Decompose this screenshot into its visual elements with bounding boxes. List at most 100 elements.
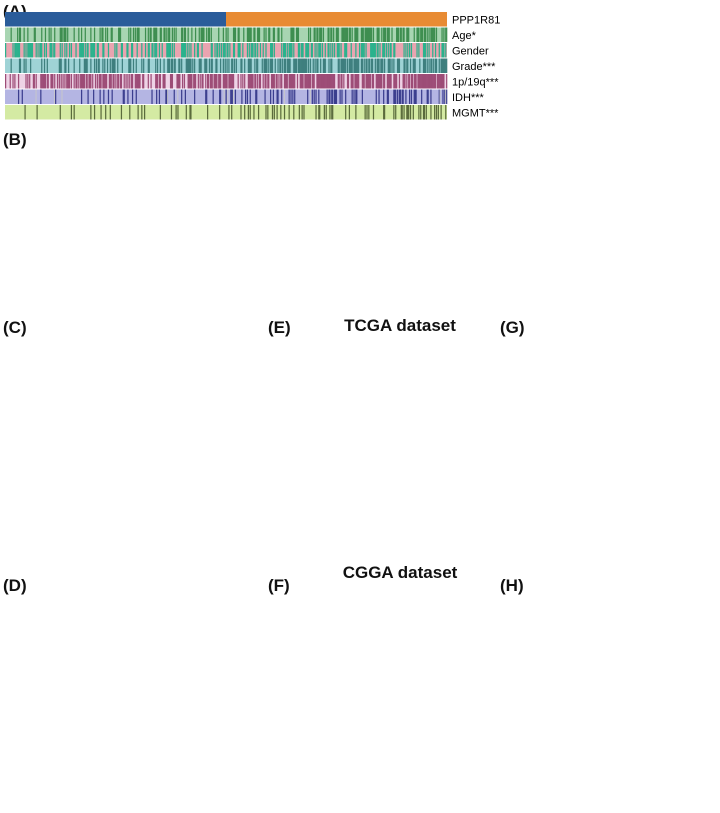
- heatmap-cell: [27, 43, 29, 58]
- heatmap-cell: [159, 105, 161, 120]
- heatmap-cell: [104, 74, 106, 89]
- heatmap-cell: [17, 27, 19, 42]
- heatmap-cell: [409, 43, 411, 58]
- heatmap-cell: [368, 105, 370, 120]
- heatmap-cell: [228, 58, 230, 73]
- heatmap-cell: [265, 74, 267, 89]
- heatmap-cell: [101, 27, 103, 42]
- heatmap-cell: [99, 27, 101, 42]
- heatmap-cell: [96, 74, 98, 89]
- heatmap-cell: [365, 58, 367, 73]
- heatmap-cell: [59, 27, 61, 42]
- heatmap-cell: [168, 27, 170, 42]
- heatmap-cell: [398, 89, 401, 104]
- heatmap-cell: [371, 27, 373, 42]
- heatmap-cell-unknown: [167, 89, 169, 104]
- heatmap-cell: [358, 74, 360, 89]
- heatmap-cell: [255, 74, 257, 89]
- heatmap-cell: [293, 58, 295, 73]
- heatmap-cell: [386, 74, 388, 89]
- heatmap-cell: [216, 43, 218, 58]
- heatmap-cell: [409, 105, 412, 120]
- heatmap-cell: [402, 27, 404, 42]
- heatmap-cell: [171, 74, 174, 89]
- heatmap-cell: [45, 43, 47, 58]
- heatmap-cell: [370, 74, 372, 89]
- heatmap-cell: [194, 89, 196, 104]
- heatmap-cell: [219, 89, 222, 104]
- heatmap-cell: [283, 74, 286, 89]
- heatmap-cell: [223, 43, 225, 58]
- heatmap-cell: [25, 74, 27, 89]
- heatmap-cell: [393, 43, 395, 58]
- heatmap-cell-unknown: [35, 89, 37, 104]
- heatmap-cell: [250, 58, 252, 73]
- heatmap-cell: [211, 43, 213, 58]
- heatmap-cell: [181, 74, 184, 89]
- heatmap-cell: [208, 27, 211, 42]
- heatmap-cell: [248, 58, 250, 73]
- heatmap-cell: [320, 27, 322, 42]
- heatmap-cell: [60, 27, 62, 42]
- heatmap-cell: [246, 43, 249, 58]
- heatmap-cell: [207, 74, 210, 89]
- heatmap-cell: [179, 74, 181, 89]
- heatmap-cell: [380, 58, 382, 73]
- heatmap-cell: [162, 74, 164, 89]
- heatmap-cell: [360, 58, 363, 73]
- heatmap-cell: [183, 27, 186, 42]
- heatmap-cell: [288, 105, 290, 120]
- heatmap-cell: [202, 27, 204, 42]
- heatmap-cell: [334, 89, 337, 104]
- heatmap-cell: [56, 74, 59, 89]
- heatmap-cell: [361, 58, 363, 73]
- heatmap-cell: [199, 74, 201, 89]
- heatmap-cell: [313, 89, 315, 104]
- heatmap-cell: [394, 74, 396, 89]
- heatmap-cell: [395, 89, 397, 104]
- heatmap-cell: [293, 105, 295, 120]
- heatmap-cell: [182, 43, 185, 58]
- heatmap-cell: [176, 74, 178, 89]
- heatmap-cell: [119, 74, 122, 89]
- heatmap-cell: [328, 43, 330, 58]
- heatmap-cell: [342, 27, 344, 42]
- heatmap-cell: [117, 74, 119, 89]
- heatmap-cell-unknown: [61, 89, 63, 104]
- heatmap-cell: [369, 27, 371, 42]
- heatmap-cell: [377, 74, 379, 89]
- heatmap-cell: [438, 58, 440, 73]
- heatmap-cell: [116, 43, 118, 58]
- heatmap-cell: [294, 58, 296, 73]
- heatmap-cell: [255, 89, 257, 104]
- heatmap-cell: [222, 74, 224, 89]
- heatmap-cell: [54, 43, 56, 58]
- heatmap-cell: [358, 58, 360, 73]
- heatmap-cell: [14, 74, 16, 89]
- heatmap-cell: [137, 27, 139, 42]
- heatmap-cell: [5, 74, 7, 89]
- heatmap-cell: [423, 43, 426, 58]
- heatmap-cell: [143, 105, 146, 120]
- heatmap-cell: [331, 27, 333, 42]
- panel-label-h: (H): [500, 576, 524, 595]
- heatmap-cell: [50, 27, 52, 42]
- heatmap-cell: [396, 89, 399, 104]
- heatmap-cell: [314, 43, 316, 58]
- heatmap-cell: [403, 43, 405, 58]
- heatmap-cell: [109, 105, 111, 120]
- heatmap-cell: [291, 27, 293, 42]
- heatmap-cell: [29, 74, 31, 89]
- heatmap-cell: [325, 105, 327, 120]
- heatmap-cell: [366, 105, 368, 120]
- heatmap-cell: [232, 89, 234, 104]
- heatmap-cell: [416, 27, 418, 42]
- heatmap-cell: [197, 74, 199, 89]
- heatmap-cell: [127, 43, 129, 58]
- heatmap-cell: [387, 27, 389, 42]
- heatmap-cell: [235, 58, 237, 73]
- heatmap-cell: [196, 43, 199, 58]
- heatmap-cell: [328, 89, 330, 104]
- heatmap-cell: [104, 58, 106, 73]
- heatmap-cell: [401, 89, 403, 104]
